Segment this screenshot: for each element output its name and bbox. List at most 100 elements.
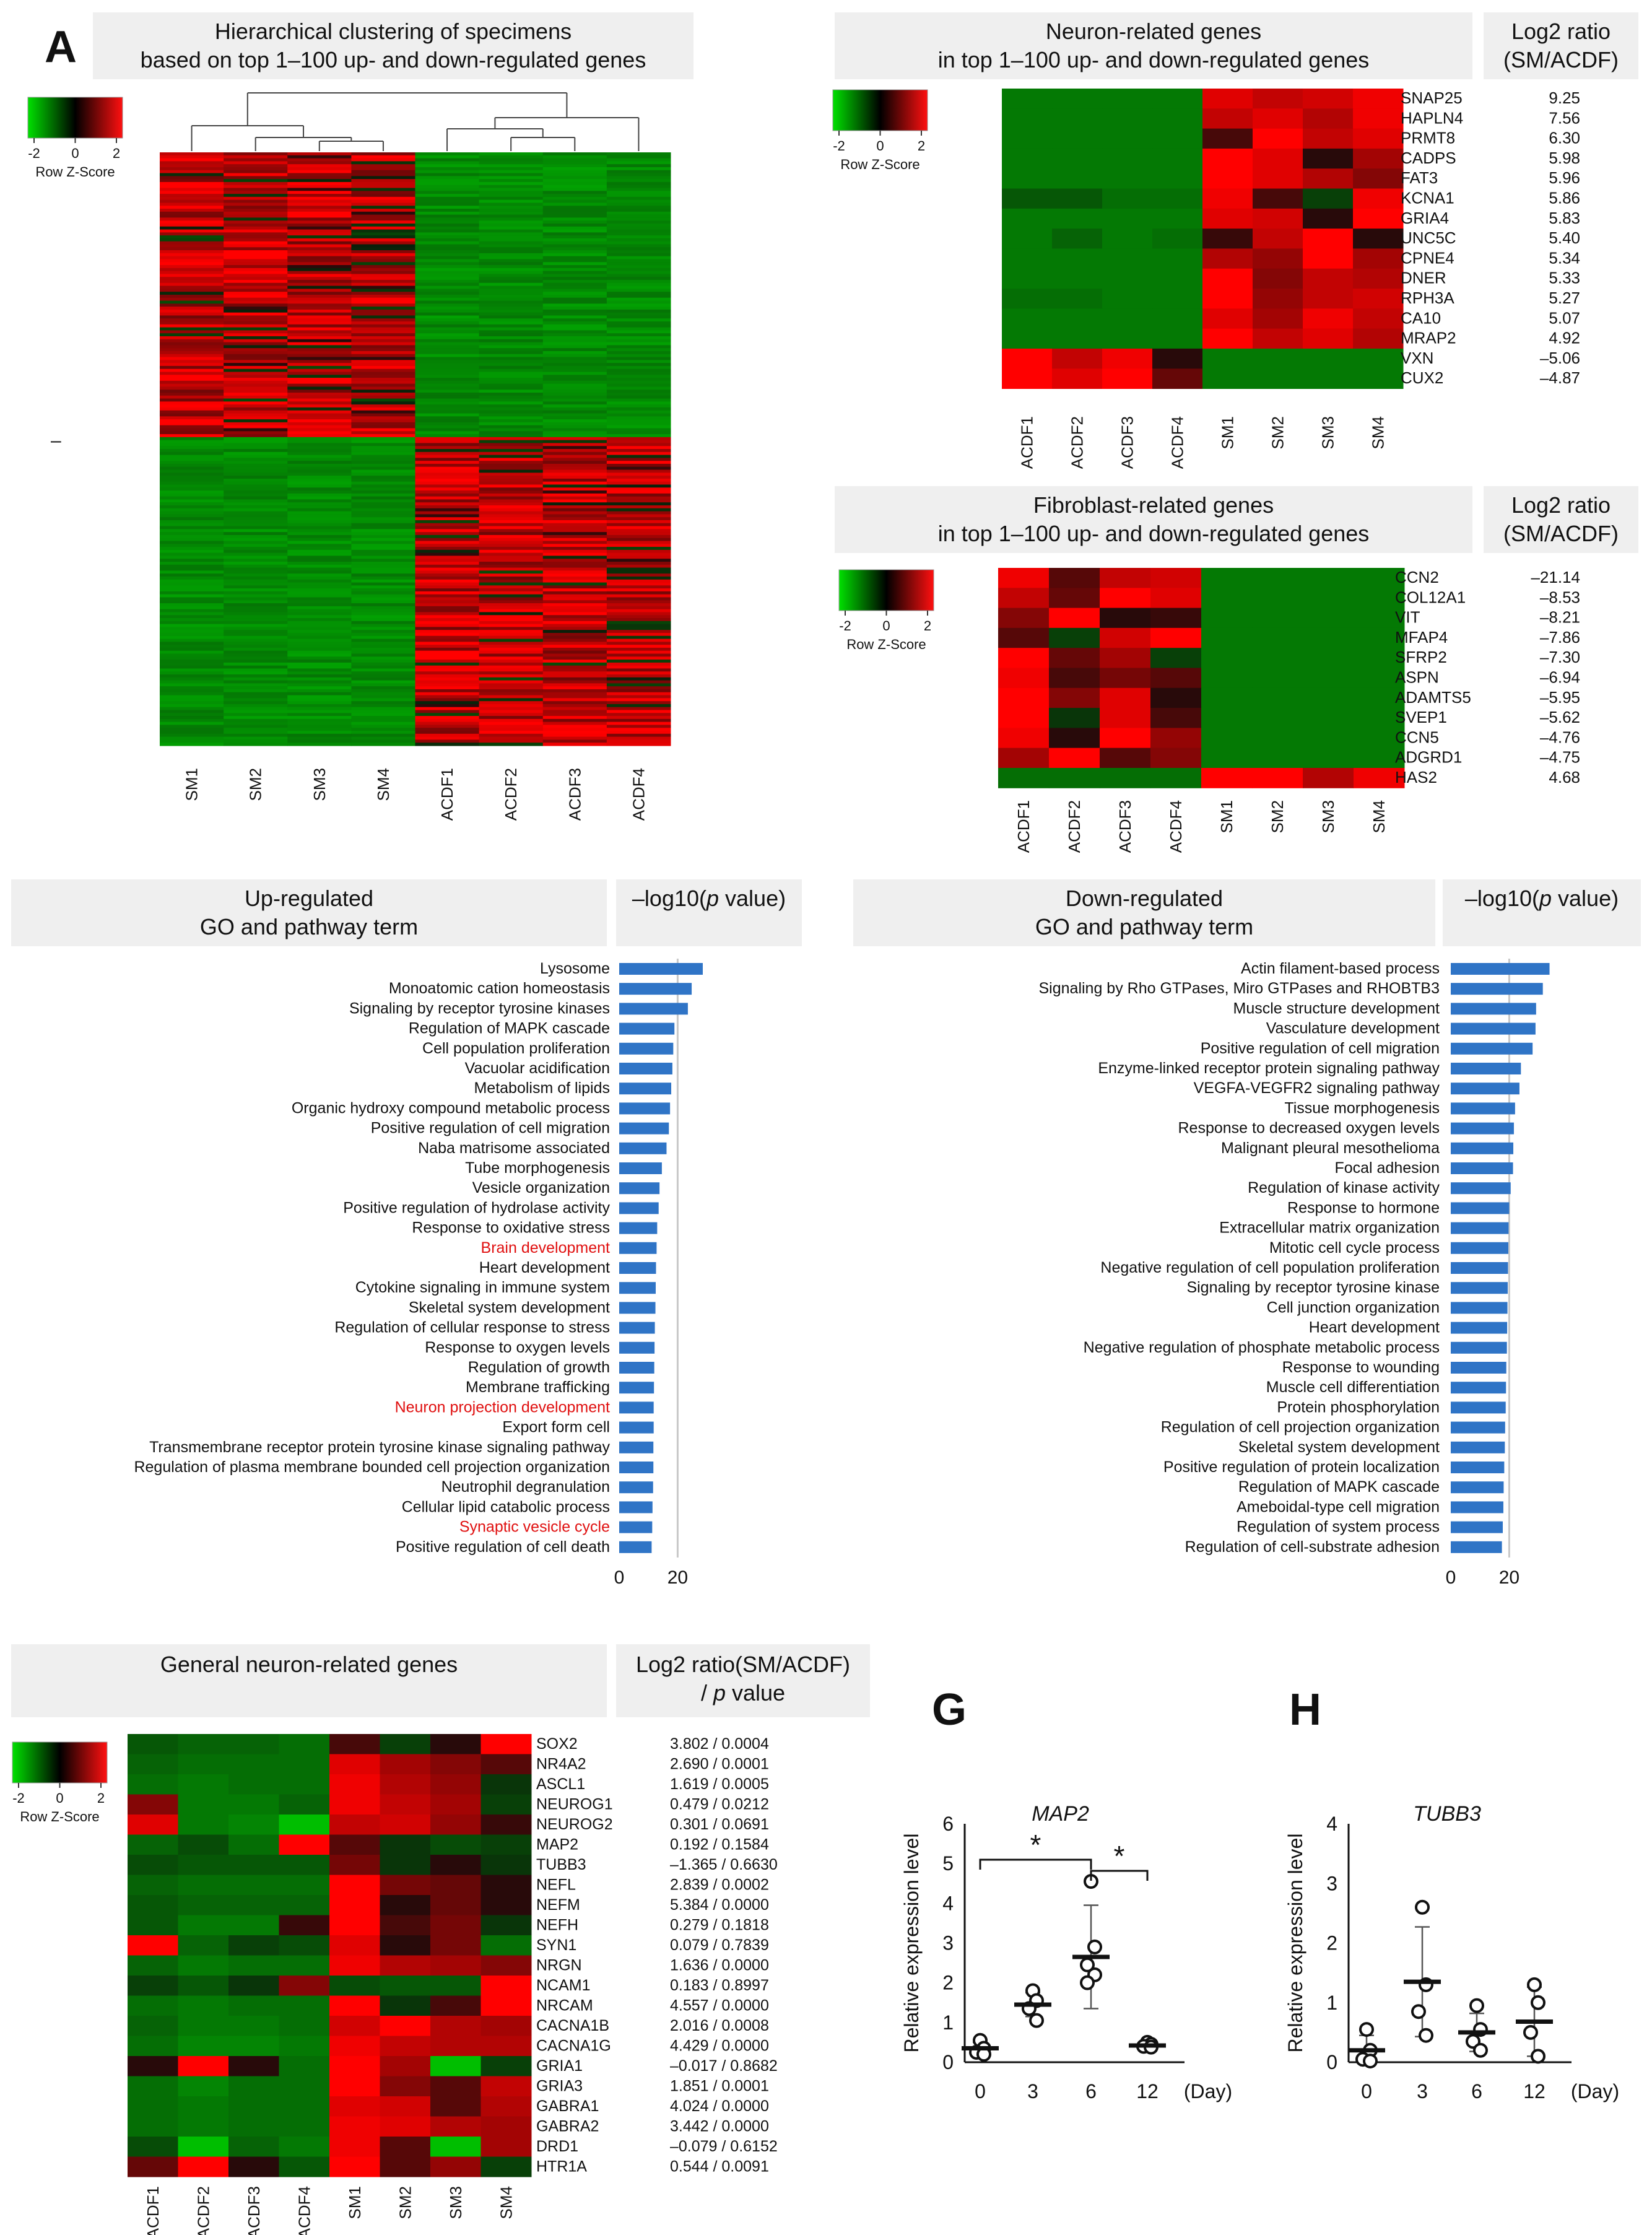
f-stat-value: –1.365 / 0.6630 [670, 1856, 778, 1873]
b-cell [1002, 248, 1053, 269]
e-term-label: Enzyme-linked receptor protein signaling… [1098, 1060, 1440, 1077]
a-cell [542, 570, 607, 574]
f-stat-value: 1.619 / 0.0005 [670, 1775, 769, 1793]
a-cell [287, 244, 352, 248]
a-cell [287, 704, 352, 708]
b-legend-tick-label: 0 [876, 138, 884, 154]
a-cell [160, 241, 224, 245]
panel-d-header: Up-regulated GO and pathway term [11, 879, 607, 946]
a-cell [479, 451, 544, 456]
a-cell [160, 324, 224, 328]
d-bar [619, 1142, 667, 1154]
a-cell [351, 716, 415, 720]
a-cell [160, 549, 224, 554]
a-cell [351, 653, 415, 657]
a-cell [160, 713, 224, 717]
e-bar [1451, 1003, 1536, 1015]
a-cell [479, 209, 544, 212]
a-cell [415, 547, 480, 551]
d-bar [619, 1063, 672, 1074]
a-cell [287, 437, 352, 441]
a-cell [542, 455, 607, 458]
d-bar [619, 1521, 653, 1533]
a-cell [160, 428, 224, 432]
f-cell [430, 2036, 481, 2057]
a-cell [287, 549, 352, 554]
d-term-label: Transmembrane receptor protein tyrosine … [149, 1439, 610, 1456]
b-cell [1353, 208, 1404, 229]
a-cell [351, 324, 415, 328]
a-cell [224, 552, 288, 557]
a-cell [287, 609, 352, 613]
a-cell [224, 318, 288, 322]
a-cell [542, 357, 607, 360]
b-cell [1152, 108, 1203, 129]
c-cell [1150, 728, 1202, 749]
b-cell [1303, 208, 1354, 229]
f-gene-label: NEFM [536, 1896, 580, 1914]
b-cell [1353, 328, 1404, 349]
f-cell [329, 1774, 380, 1795]
panel-e-header: Down-regulated GO and pathway term [853, 879, 1435, 946]
b-cell [1303, 108, 1354, 129]
a-cell [542, 582, 607, 586]
a-cell [606, 642, 671, 645]
a-cell [606, 487, 671, 491]
a-cell [224, 731, 288, 734]
b-log2-value: 5.40 [1549, 229, 1580, 247]
a-cell [479, 155, 544, 159]
c-gene-label: CCN5 [1395, 728, 1439, 746]
a-cell [224, 559, 288, 562]
a-cell [160, 505, 224, 509]
a-cell [287, 419, 352, 423]
f-cell [128, 1976, 178, 1996]
b-cell [1152, 89, 1203, 109]
a-cell [224, 668, 288, 672]
c-cell [1303, 648, 1354, 668]
a-cell [160, 609, 224, 613]
a-cell [224, 573, 288, 577]
a-cell [606, 294, 671, 298]
b-log2-value: 5.83 [1549, 209, 1580, 227]
b-cell [1253, 108, 1303, 129]
a-cell [415, 570, 480, 574]
a-cell [479, 449, 544, 453]
a-cell [415, 348, 480, 352]
a-cell [542, 656, 607, 660]
a-cell [160, 635, 224, 640]
a-cell [351, 594, 415, 598]
a-cell [287, 621, 352, 625]
a-cell [287, 339, 352, 343]
b-cell [1353, 89, 1404, 109]
a-cell [606, 274, 671, 277]
e-term-label: Response to wounding [1282, 1359, 1440, 1376]
a-cell [224, 437, 288, 441]
a-column-label: ACDF2 [502, 768, 520, 821]
a-cell [287, 484, 352, 488]
a-cell [287, 268, 352, 272]
a-cell [160, 419, 224, 423]
a-cell [287, 650, 352, 655]
c-log2-value: –7.30 [1540, 648, 1580, 666]
c-log2-value: –4.75 [1540, 748, 1580, 767]
a-cell [224, 173, 288, 176]
a-cell [160, 680, 224, 684]
a-cell [415, 544, 480, 547]
e-bar [1451, 1162, 1513, 1174]
a-cell [160, 451, 224, 456]
b-gene-label: FAT3 [1401, 168, 1438, 187]
a-cell [542, 496, 607, 500]
a-cell [606, 386, 671, 390]
a-cell [606, 164, 671, 168]
a-cell [606, 728, 671, 731]
a-cell [224, 656, 288, 660]
a-cell [606, 552, 671, 557]
a-cell [351, 449, 415, 453]
a-cell [160, 481, 224, 486]
a-cell [224, 718, 288, 723]
a-cell [351, 642, 415, 645]
a-cell [224, 419, 288, 423]
a-cell [606, 238, 671, 242]
f-cell [178, 1995, 229, 2016]
a-cell [351, 630, 415, 634]
